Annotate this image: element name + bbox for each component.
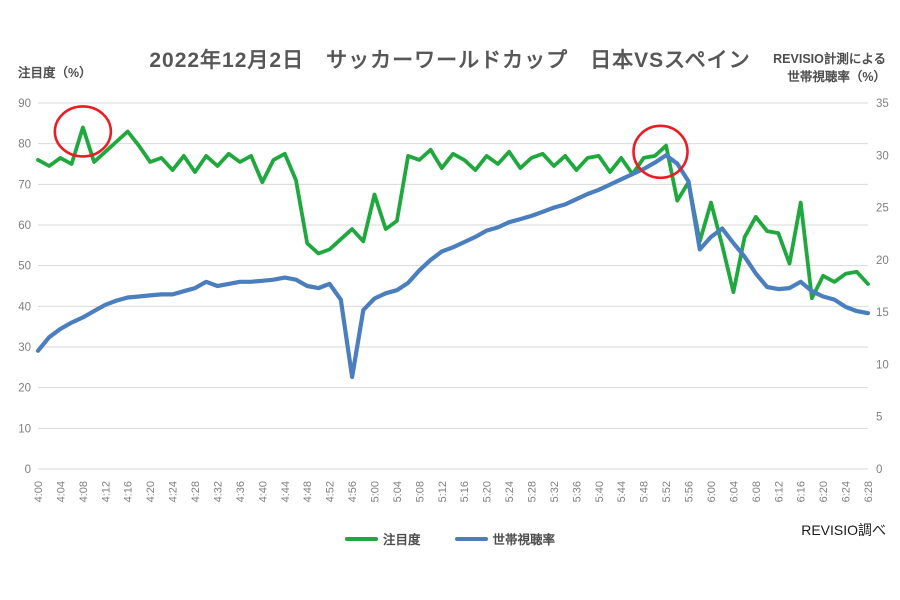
x-tick-label: 4:52 (325, 481, 337, 502)
attention-line (36, 125, 870, 301)
y-right-tick-label: 25 (876, 203, 889, 215)
y-right-tick-label: 0 (876, 464, 882, 476)
x-tick-label: 4:24 (168, 481, 180, 502)
x-tick-label: 6:00 (706, 481, 718, 502)
rating-line (35, 153, 871, 380)
y-right-tick-label: 15 (876, 307, 889, 319)
x-tick-label: 5:56 (684, 481, 696, 502)
x-tick-label: 4:36 (235, 481, 247, 502)
x-tick-label: 5:36 (571, 481, 583, 502)
x-tick-label: 5:04 (392, 481, 404, 502)
y-right-tick-label: 10 (876, 359, 889, 371)
highlight-circle (632, 124, 689, 180)
x-tick-label: 4:04 (55, 481, 67, 502)
x-tick-label: 4:56 (347, 481, 359, 502)
y-left-tick-label: 30 (18, 342, 31, 354)
left-axis-title: 注目度（%） (18, 66, 92, 80)
x-tick-label: 4:20 (145, 481, 157, 502)
y-left-tick-label: 40 (18, 301, 31, 313)
x-tick-label: 4:32 (212, 481, 224, 502)
x-tick-label: 4:12 (100, 481, 112, 502)
legend-label-rating: 世帯視聴率 (492, 533, 556, 547)
y-right-tick-label: 30 (876, 150, 889, 162)
x-tick-label: 5:48 (639, 481, 651, 502)
x-tick-label: 4:00 (33, 481, 45, 502)
y-left-tick-label: 80 (18, 139, 31, 151)
x-tick-label: 4:48 (302, 481, 314, 502)
source-note: REVISIO調べ (801, 522, 886, 538)
attention-line-swatch (344, 536, 378, 541)
x-tick-label: 6:16 (796, 481, 808, 502)
x-tick-label: 5:16 (459, 481, 471, 502)
x-tick-label: 4:40 (257, 481, 269, 502)
y-right-tick-label: 20 (876, 255, 889, 267)
y-left-tick-label: 20 (18, 383, 31, 395)
y-left-tick-label: 50 (18, 261, 31, 273)
highlight-circle (53, 105, 113, 158)
right-axis-title-line2: 世帯視聴率（%） (787, 70, 886, 85)
x-tick-label: 5:12 (437, 481, 449, 502)
y-right-tick-label: 35 (876, 98, 889, 110)
x-tick-label: 5:28 (527, 481, 539, 502)
right-axis-title: REVISIO計測による 世帯視聴率（%） (773, 50, 886, 86)
x-tick-label: 5:40 (594, 481, 606, 502)
x-tick-label: 5:00 (369, 481, 381, 502)
y-right-tick-label: 5 (876, 412, 882, 424)
x-tick-label: 5:20 (482, 481, 494, 502)
x-tick-label: 5:44 (616, 481, 628, 502)
x-tick-label: 4:08 (78, 481, 90, 502)
x-tick-label: 5:08 (414, 481, 426, 502)
x-tick-label: 4:16 (123, 481, 135, 502)
right-axis-title-line1: REVISIO計測による (773, 52, 886, 66)
y-left-tick-label: 70 (18, 179, 31, 191)
chart-title: 2022年12月2日 サッカーワールドカップ 日本VSスペイン (149, 49, 751, 72)
x-tick-label: 6:04 (728, 481, 740, 502)
x-tick-label: 6:20 (818, 481, 830, 502)
legend: 注目度 世帯視聴率 (0, 529, 900, 548)
rating-line-swatch (454, 536, 488, 541)
x-tick-label: 5:52 (661, 481, 673, 502)
x-tick-label: 6:08 (751, 481, 763, 502)
y-left-tick-label: 90 (18, 98, 31, 110)
x-tick-label: 4:28 (190, 481, 202, 502)
x-tick-label: 6:28 (863, 481, 875, 502)
x-tick-label: 5:24 (504, 481, 516, 502)
legend-label-attention: 注目度 (382, 533, 421, 547)
legend-item-rating: 世帯視聴率 (454, 529, 556, 548)
y-left-tick-label: 60 (18, 220, 31, 232)
y-left-tick-label: 10 (18, 423, 31, 435)
legend-item-attention: 注目度 (344, 529, 421, 548)
x-tick-label: 6:24 (841, 481, 853, 502)
x-tick-label: 5:32 (549, 481, 561, 502)
y-left-tick-label: 0 (25, 464, 31, 476)
x-tick-label: 4:44 (280, 481, 292, 502)
x-tick-label: 6:12 (773, 481, 785, 502)
